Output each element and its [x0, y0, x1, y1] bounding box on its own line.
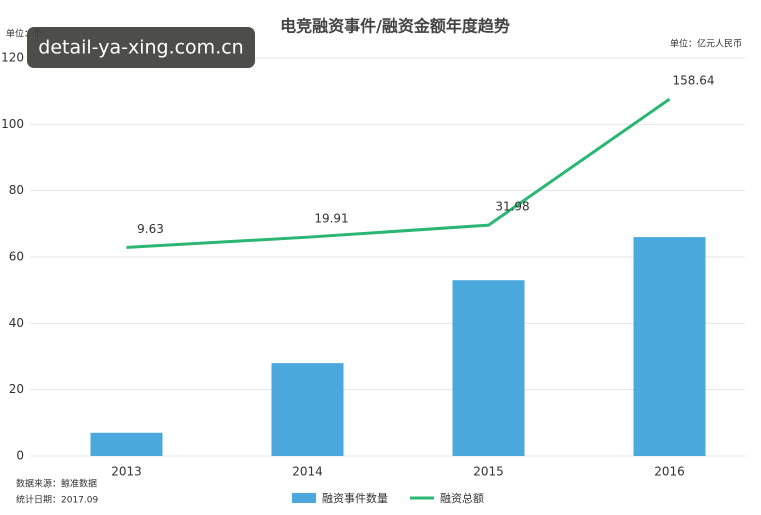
x-tick-label: 2016	[654, 465, 685, 479]
y-tick-label: 20	[9, 382, 24, 396]
y-tick-label: 60	[9, 250, 24, 264]
y-tick-label: 40	[9, 316, 24, 330]
bar	[452, 280, 525, 456]
y-tick-label: 80	[9, 183, 24, 197]
source: 数据来源：鲸准数据	[16, 478, 97, 490]
legend-label: 融资事件数量	[322, 492, 388, 505]
data-label: 31.98	[495, 200, 529, 214]
legend-swatch	[292, 493, 316, 503]
legend-label: 融资总额	[440, 491, 484, 505]
chart-title: 电竞融资事件/融资金额年度趋势	[280, 17, 510, 36]
y-tick-label: 100	[1, 117, 24, 131]
date-note: 统计日期：2017.09	[16, 494, 98, 506]
line	[126, 97, 671, 249]
x-tick-label: 2014	[292, 465, 323, 479]
bar	[633, 237, 706, 456]
y-tick-label: 120	[1, 51, 24, 65]
data-label: 19.91	[314, 212, 348, 226]
data-label: 158.64	[673, 74, 715, 88]
data-label: 9.63	[137, 222, 164, 236]
watermark-box	[27, 27, 255, 68]
bar	[271, 363, 344, 456]
x-tick-label: 2015	[473, 465, 504, 479]
plot: 0 20 40 60 80 100 120 2013 2014 2015 2016 9.63 19.91…	[1, 51, 745, 505]
watermark: detail-ya-xing.com.cn	[38, 37, 243, 59]
y-tick-label: 0	[16, 449, 24, 463]
y2-unit: 单位：亿元人民币	[670, 38, 742, 50]
x-tick-label: 2013	[111, 465, 142, 479]
bar	[90, 432, 163, 456]
